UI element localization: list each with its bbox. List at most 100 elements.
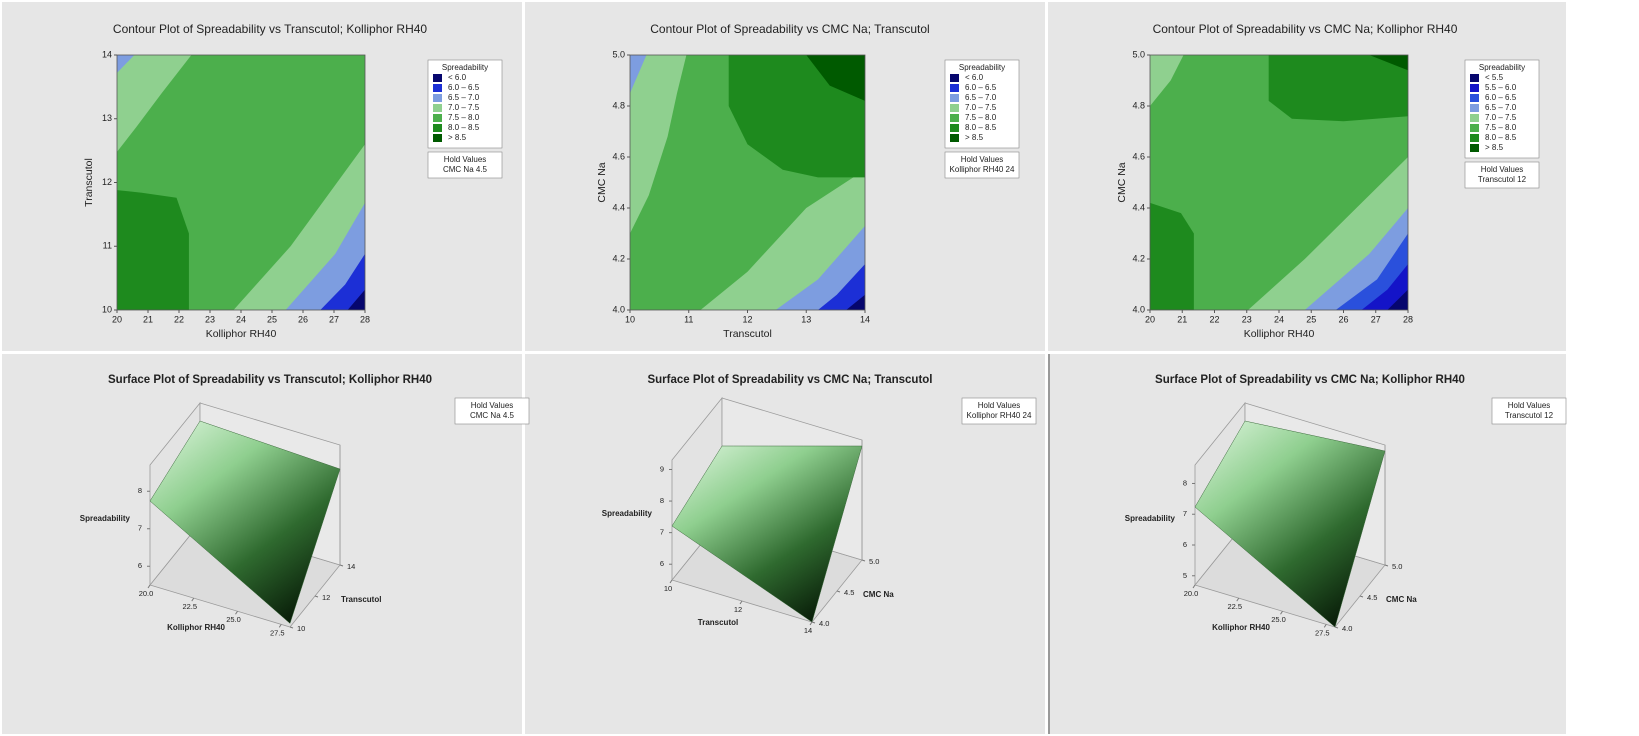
hold-box [454, 397, 530, 425]
x-tick [669, 579, 673, 584]
x-tick-label: 11 [684, 314, 693, 324]
z-tick-label: 6 [660, 559, 664, 568]
legend-label: 7.5 – 8.0 [965, 113, 997, 122]
legend-swatch [433, 74, 442, 82]
hold-title: Hold Values [471, 401, 514, 410]
legend-label: 6.5 – 7.0 [1485, 103, 1517, 112]
legend-title: Spreadability [442, 63, 488, 72]
z-tick-label: 7 [138, 524, 142, 533]
x-tick-label: 20 [1145, 314, 1155, 324]
x-tick-label: 23 [1242, 314, 1252, 324]
x-tick-label: 14 [860, 314, 870, 324]
legend-swatch [433, 84, 442, 92]
x-tick [1323, 624, 1327, 628]
legend-swatch [1470, 124, 1479, 132]
x-tick [147, 584, 151, 589]
legend-label: 7.5 – 8.0 [1485, 123, 1517, 132]
legend-swatch [1470, 144, 1479, 152]
y-tick-label: 5.0 [1392, 562, 1402, 571]
y-tick-label: 4.6 [612, 151, 625, 161]
legend-swatch [1470, 114, 1479, 122]
legend-label: 7.5 – 8.0 [448, 113, 480, 122]
contour-band [630, 55, 687, 234]
contour-band [1268, 55, 1408, 122]
x-tick [1236, 597, 1240, 602]
legend-swatch [433, 114, 442, 122]
hold-title: Hold Values [1508, 401, 1551, 410]
hold-box [1464, 161, 1540, 189]
x-tick-label: 24 [1274, 314, 1284, 324]
legend-swatch [950, 124, 959, 132]
hold-text: Kolliphor RH40 24 [950, 165, 1015, 174]
x-axis-label: Transcutol [723, 328, 772, 340]
hold-title: Hold Values [961, 155, 1004, 164]
legend-swatch [950, 104, 959, 112]
z-tick-label: 8 [660, 496, 664, 505]
legend-label: 7.0 – 7.5 [448, 103, 480, 112]
y-tick-label: 10 [297, 624, 305, 633]
y-tick-label: 4.0 [1132, 304, 1145, 314]
y-tick-label: 4.0 [1342, 624, 1352, 633]
hold-text: Transcutol 12 [1505, 411, 1554, 420]
contour-band [117, 190, 189, 310]
x-tick-label: 26 [1338, 314, 1348, 324]
y-tick-label: 12 [322, 593, 330, 602]
y-tick [836, 590, 841, 593]
x-tick-label: 25 [267, 314, 277, 324]
legend-swatch [1470, 104, 1479, 112]
x-tick-label: 25.0 [1271, 615, 1286, 624]
x-tick [1280, 610, 1283, 615]
y-tick-label: 11 [103, 241, 112, 251]
y-axis-label: Transcutol [83, 158, 95, 207]
z-axis-label: Spreadability [80, 514, 131, 523]
hold-text: CMC Na 4.5 [470, 411, 515, 420]
legend-swatch [1470, 74, 1479, 82]
x-tick-label: 25 [1306, 314, 1316, 324]
legend-swatch [950, 94, 959, 102]
legend-label: 8.0 – 8.5 [965, 123, 997, 132]
y-tick [1334, 626, 1339, 629]
legend-label: > 8.5 [448, 133, 467, 142]
chart-title: Contour Plot of Spreadability vs Transcu… [113, 22, 427, 36]
x-tick-label: 12 [734, 605, 742, 614]
legend-title: Spreadability [1479, 63, 1525, 72]
x-tick [739, 600, 743, 605]
contour-band [347, 289, 365, 310]
legend-label: > 8.5 [1485, 143, 1504, 152]
y-tick-label: 4.2 [1132, 253, 1145, 263]
legend-swatch [433, 134, 442, 142]
y-tick-label: 4.0 [819, 619, 829, 628]
y-tick-label: 5.0 [1132, 49, 1145, 59]
y-tick-label: 10 [102, 304, 112, 314]
legend-swatch [1470, 94, 1479, 102]
z-tick-label: 7 [660, 528, 664, 537]
y-tick-label: 14 [347, 562, 355, 571]
legend-label: < 6.0 [965, 73, 984, 82]
legend-swatch [433, 104, 442, 112]
x-tick [278, 624, 282, 628]
x-tick-label: 22.5 [182, 602, 197, 611]
legend-swatch [1470, 134, 1479, 142]
y-tick-label: 4.2 [612, 253, 625, 263]
y-tick-label: 4.4 [612, 202, 625, 212]
contour-band [630, 55, 647, 94]
legend-swatch [950, 74, 959, 82]
y-tick [811, 621, 816, 624]
surface [149, 420, 341, 624]
z-tick-label: 7 [1183, 509, 1187, 518]
hold-box [1491, 397, 1567, 425]
legend-label: 8.0 – 8.5 [448, 123, 480, 132]
x-tick [191, 597, 195, 602]
hold-box [961, 397, 1037, 425]
x-tick-label: 20.0 [1184, 589, 1199, 598]
legend-label: 6.5 – 7.0 [448, 93, 480, 102]
x-tick-label: 26 [298, 314, 308, 324]
z-tick-label: 6 [138, 561, 142, 570]
chart-title: Surface Plot of Spreadability vs Transcu… [108, 374, 432, 386]
contour-band [1387, 289, 1408, 310]
y-tick-label: 5.0 [869, 557, 879, 566]
contour-band [320, 253, 365, 310]
y-tick-label: 4.8 [1132, 100, 1145, 110]
x-axis-label: Transcutol [698, 618, 738, 627]
x-tick-label: 22 [1209, 314, 1219, 324]
